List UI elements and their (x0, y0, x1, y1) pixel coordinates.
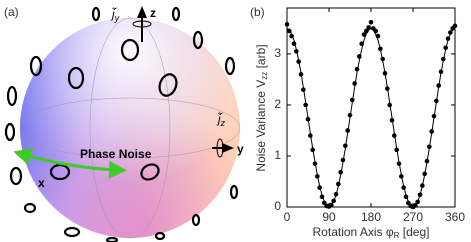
y-tick-label: 0 (274, 199, 281, 213)
symbol: j̃ (216, 111, 223, 126)
y-axis-label: Noise Variance Vzz [arb] (254, 44, 269, 171)
x-tick-label: 360 (445, 210, 465, 224)
operator-label: j̃z (216, 111, 226, 128)
y-tick-label: 3 (274, 46, 281, 60)
subscript: y (114, 13, 120, 23)
x-tick-label: 180 (361, 210, 381, 224)
x-axis-label: Rotation Axis φR [deg] (313, 225, 430, 240)
panel-label: (b) (250, 5, 265, 19)
y-tick-label: 2 (274, 97, 281, 111)
subscript: R (394, 231, 400, 240)
unit: [arb] (254, 44, 268, 71)
data-point (366, 25, 371, 30)
sphere-diagram: (a) z y x j̃y j̃z Phase Noise (4, 5, 244, 242)
fit-line (286, 27, 456, 208)
axis-label: z (150, 6, 156, 20)
plot-frame (286, 7, 456, 208)
operator-label: j̃y (110, 6, 120, 23)
subscript: z (220, 118, 226, 128)
x-tick-label: 270 (403, 210, 423, 224)
symbol: j̃ (110, 6, 117, 21)
panel-label: (a) (4, 5, 19, 19)
data-point (368, 19, 374, 25)
unit: [deg] (399, 225, 429, 239)
axis-label: x (38, 176, 45, 190)
y-tick-label: 1 (274, 148, 281, 162)
data-point (284, 22, 290, 27)
x-tick-label: 90 (322, 210, 336, 224)
x-tick-label: 0 (284, 210, 291, 224)
label-text: Rotation Axis φ (313, 225, 394, 239)
annotation: Phase Noise (80, 147, 152, 161)
label-text: Noise Variance V (254, 80, 268, 172)
chart: (b) Rotation Axis φR [deg] Noise Varianc… (250, 5, 465, 240)
data-point (452, 23, 458, 29)
data-point (361, 32, 367, 37)
subscript: zz (260, 72, 269, 80)
axis-label: y (237, 142, 244, 156)
